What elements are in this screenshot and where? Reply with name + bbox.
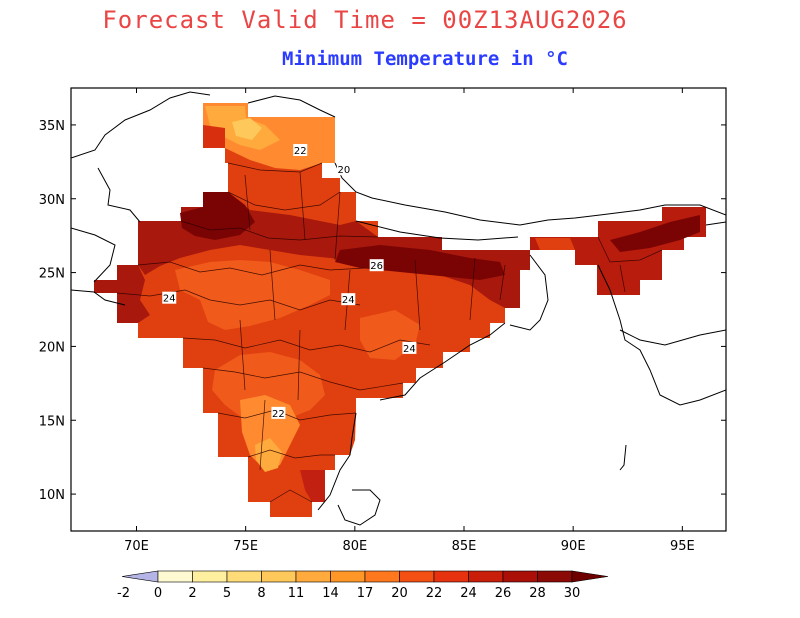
temperature-colorbar: -2 0 2 5 8 11 14 17 20 22 24 26 28 30 xyxy=(117,570,609,601)
ladakh-coldest-spot xyxy=(232,118,262,140)
colorbar-label: 20 xyxy=(391,586,408,601)
x-tick-label: 70E xyxy=(124,539,149,554)
y-tick-label: 30N xyxy=(39,193,65,208)
map-frame xyxy=(70,87,727,532)
contour-label: 20 xyxy=(336,163,351,176)
deccan-cool-zone xyxy=(212,352,325,425)
map-area: 22 20 26 24 24 24 22 xyxy=(71,91,726,526)
colorbar-segment xyxy=(192,570,228,583)
colorbar-label: 11 xyxy=(288,586,305,601)
colorbar-segment xyxy=(364,570,400,583)
contour-label-box xyxy=(293,144,308,157)
colorbar-label: 2 xyxy=(188,586,196,601)
west-warm-zone xyxy=(94,265,150,323)
colorbar-label: 28 xyxy=(529,586,546,601)
south-tip-warm-zone xyxy=(300,470,325,502)
latitude-axis: 10N 15N 20N 25N 30N 35N xyxy=(39,119,726,503)
contour-label: 22 xyxy=(271,406,286,420)
colorbar-label: 0 xyxy=(154,586,162,601)
contour-label-text: 22 xyxy=(272,409,285,420)
colorbar-label: 5 xyxy=(223,586,231,601)
contour-label-text: 26 xyxy=(370,261,383,272)
colorbar-label: 14 xyxy=(322,586,339,601)
contour-label-text: 24 xyxy=(163,294,176,305)
hill-warm-patch xyxy=(203,125,225,148)
longitude-axis: 70E 75E 80E 85E 90E 95E xyxy=(124,88,695,554)
contour-label-box xyxy=(271,406,286,419)
contour-label-text: 22 xyxy=(294,146,307,157)
contour-label-box xyxy=(336,163,351,176)
northeast-hot-zone xyxy=(610,215,700,252)
colorbar-segment xyxy=(226,570,262,583)
colorbar-segment xyxy=(537,570,573,583)
colorbar-segment xyxy=(157,570,193,583)
country-boundaries xyxy=(71,91,726,526)
y-tick-label: 25N xyxy=(39,267,65,282)
hottest-zone-gangetic xyxy=(335,245,505,280)
contour-label: 24 xyxy=(162,291,177,305)
minimum-temperature-subtitle: Minimum Temperature in °C xyxy=(282,48,568,70)
state-boundaries xyxy=(116,162,663,503)
colorbar-segment xyxy=(261,570,297,583)
colorbar-label: 26 xyxy=(495,586,512,601)
colorbar-low-arrow xyxy=(121,570,159,583)
y-tick-label: 15N xyxy=(39,414,65,429)
contour-label-box xyxy=(369,259,384,272)
colorbar-segment xyxy=(502,570,538,583)
contour-label-box xyxy=(402,341,417,354)
colorbar-label: 8 xyxy=(257,586,265,601)
colorbar-label: 30 xyxy=(564,586,581,601)
colorbar-segment xyxy=(330,570,366,583)
contour-label-text: 24 xyxy=(342,295,355,306)
y-tick-label: 20N xyxy=(39,340,65,355)
contour-label: 26 xyxy=(369,259,384,272)
contour-label-text: 20 xyxy=(338,165,351,176)
contour-label-text: 24 xyxy=(403,344,416,355)
x-tick-label: 85E xyxy=(452,539,477,554)
contour-label-box xyxy=(341,293,356,306)
forecast-valid-time-title: Forecast Valid Time = 00Z13AUG2026 xyxy=(102,6,628,34)
x-tick-label: 75E xyxy=(233,539,258,554)
colorbar-label: 17 xyxy=(357,586,374,601)
contour-label-box xyxy=(162,291,177,304)
x-tick-label: 80E xyxy=(342,539,367,554)
colorbar-segment xyxy=(468,570,504,583)
colorbar-label: 24 xyxy=(460,586,477,601)
colorbar-label: 22 xyxy=(426,586,443,601)
contour-label: 24 xyxy=(341,293,356,306)
y-tick-label: 10N xyxy=(39,488,65,503)
colorbar-segment xyxy=(399,570,435,583)
contour-label: 24 xyxy=(402,341,417,355)
contour-label: 22 xyxy=(293,144,308,157)
colorbar-segment xyxy=(295,570,331,583)
x-tick-label: 95E xyxy=(670,539,695,554)
colorbar-segment xyxy=(433,570,469,583)
x-tick-label: 90E xyxy=(561,539,586,554)
contour-labels: 22 20 26 24 24 24 22 xyxy=(162,144,417,420)
northeast-cool-spot xyxy=(535,238,575,250)
colorbar-label: -2 xyxy=(117,586,130,601)
colorbar-high-arrow xyxy=(571,570,609,583)
y-tick-label: 35N xyxy=(39,119,65,134)
central-cool-zone xyxy=(175,260,330,330)
